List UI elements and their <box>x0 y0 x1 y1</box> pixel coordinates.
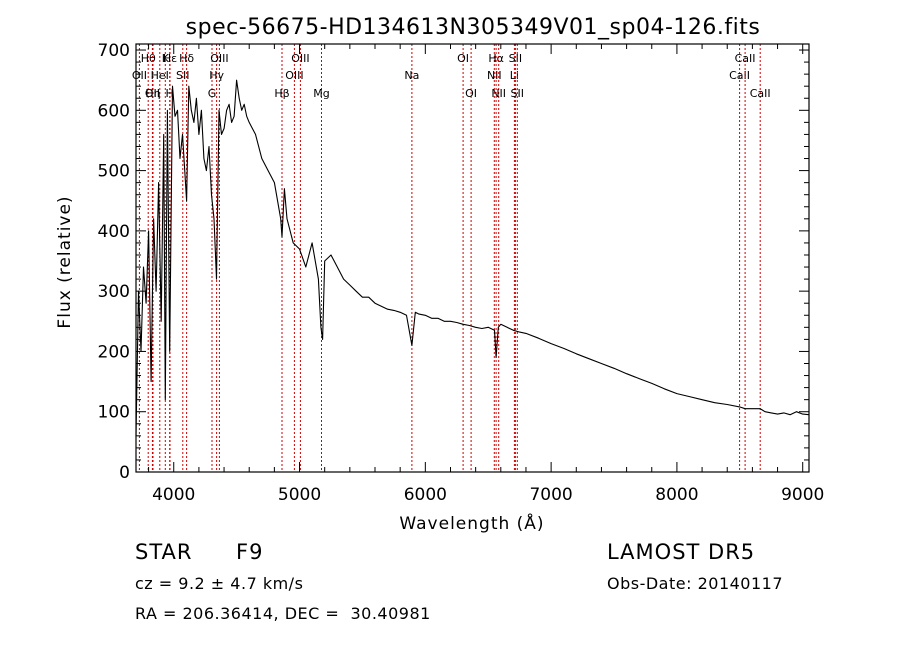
line-label-25: SII <box>511 87 524 100</box>
line-label-19: OI <box>465 87 477 100</box>
line-label-17: Na <box>404 69 419 82</box>
y-axis-label: Flux (relative) <box>55 195 75 328</box>
x-tick-label-1: 5000 <box>278 485 321 505</box>
line-label-8: SII <box>176 69 189 82</box>
line-label-24: SII <box>509 52 522 65</box>
y-tick-label-5: 500 <box>98 162 130 182</box>
y-tick-label-2: 200 <box>98 342 130 362</box>
coordinates: RA = 206.36414, DEC = 30.40981 <box>135 604 431 623</box>
x-tick-label-0: 4000 <box>152 485 195 505</box>
spectral-subclass: F9 <box>236 540 264 564</box>
redshift-velocity: cz = 9.2 ± 4.7 km/s <box>135 574 304 593</box>
x-tick-label-5: 9000 <box>781 485 824 505</box>
y-tick-label-0: 0 <box>119 463 130 483</box>
line-label-16: Mg <box>313 87 329 100</box>
y-tick-label-4: 400 <box>98 222 130 242</box>
spectrum-trace <box>135 79 810 436</box>
line-label-13: Hβ <box>274 87 289 100</box>
spectrum-line <box>135 79 810 436</box>
line-label-27: CaII <box>735 52 756 65</box>
x-tick-label-3: 7000 <box>529 485 572 505</box>
y-tick-label-3: 300 <box>98 282 130 302</box>
line-label-2: OII <box>145 87 160 100</box>
chart-title: spec-56675-HD134613N305349V01_sp04-126.f… <box>186 15 761 40</box>
line-label-3: Hη <box>145 87 160 100</box>
line-label-15: OIII <box>291 52 309 65</box>
x-tick-label-2: 6000 <box>404 485 447 505</box>
y-tick-label-7: 700 <box>98 41 130 61</box>
line-label-26: CaII <box>729 69 750 82</box>
line-label-9: Hδ <box>179 52 194 65</box>
y-tick-label-1: 100 <box>98 403 130 423</box>
axis-ticks: 4000 5000 6000 7000 8000 9000 0 100 200 300 400 500… <box>98 41 825 505</box>
x-tick-label-4: 8000 <box>655 485 698 505</box>
line-label-20: NII <box>487 69 502 82</box>
line-label-28: CaII <box>750 87 771 100</box>
survey-name: LAMOST DR5 <box>607 540 756 564</box>
line-label-0: OII <box>132 69 147 82</box>
line-label-4: HeI <box>151 69 169 82</box>
y-tick-label-6: 600 <box>98 101 130 121</box>
line-label-14: OIII <box>285 69 303 82</box>
object-type: STAR <box>135 540 193 564</box>
line-label-11: Hγ <box>209 69 224 82</box>
line-label-10: G <box>208 87 217 100</box>
plot-frame <box>135 43 810 473</box>
line-label-7: Hε <box>163 52 177 65</box>
line-label-22: NII <box>491 87 506 100</box>
line-label-23: Li <box>510 69 519 82</box>
line-label-12: OIII <box>210 52 228 65</box>
line-label-18: OI <box>457 52 469 65</box>
x-axis-label: Wavelength (Å) <box>399 512 544 534</box>
line-label-21: Hα <box>488 52 504 65</box>
line-label-5: K <box>162 52 170 65</box>
line-label-1: Hθ <box>141 52 156 65</box>
observation-date: Obs-Date: 20140117 <box>607 574 784 593</box>
